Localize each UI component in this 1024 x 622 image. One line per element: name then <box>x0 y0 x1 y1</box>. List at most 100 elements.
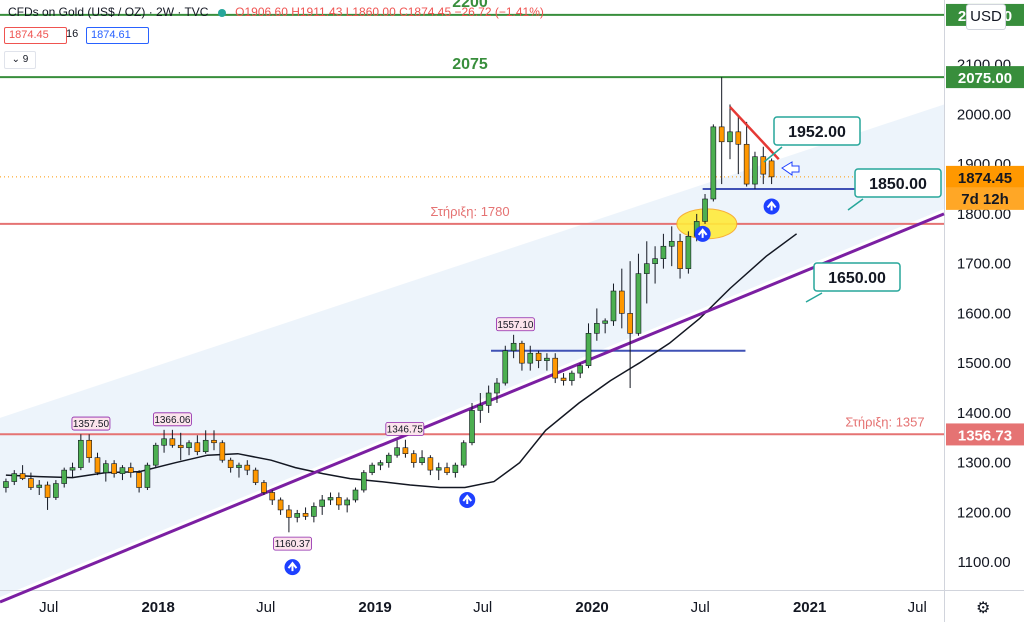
candle-body <box>560 377 567 381</box>
callout-box <box>813 262 901 292</box>
pivot-label-box <box>385 421 425 436</box>
candle <box>286 504 292 533</box>
countdown-bg <box>946 187 1024 210</box>
candle <box>743 121 750 187</box>
candle <box>53 480 59 500</box>
candle-body <box>302 513 309 517</box>
candle <box>3 478 9 493</box>
candle-body <box>194 442 201 453</box>
ask-price-button[interactable]: 1874.61 <box>86 27 149 44</box>
candle <box>136 470 142 493</box>
candle-body <box>460 442 467 466</box>
candle <box>735 116 742 175</box>
candle <box>377 460 384 471</box>
moving-average-line <box>5 233 798 489</box>
time-tick-label: 2018 <box>141 599 174 616</box>
price-axis-label: 1356.73 <box>946 423 1024 446</box>
candle <box>469 402 475 446</box>
price-tick-label: 1400.00 <box>957 405 1011 422</box>
pivot-label-text: 1557.10 <box>497 320 534 331</box>
candle <box>685 231 692 274</box>
candle <box>485 385 492 413</box>
callout-text: 1650.00 <box>828 270 886 287</box>
price-callout: 1952.00 <box>763 116 861 163</box>
candle-body <box>552 357 559 379</box>
price-axis-label-bg <box>946 423 1024 446</box>
candle <box>69 462 76 478</box>
candle <box>269 490 276 505</box>
candle-body <box>569 372 575 381</box>
candle <box>702 194 708 224</box>
candle-body <box>227 459 234 468</box>
candle-body <box>202 439 209 453</box>
candle <box>652 246 658 284</box>
market-status-dot <box>217 8 226 17</box>
symbol-title: CFDs on Gold (US$ / OZ) · 2W · TVC <box>8 5 209 19</box>
candle <box>460 440 467 468</box>
candle <box>302 507 309 520</box>
candle-body <box>643 263 650 274</box>
candle-body <box>78 439 84 468</box>
price-axis-label: 1874.45 <box>946 165 1024 188</box>
candle <box>86 434 92 463</box>
candle <box>252 467 259 486</box>
up-arrow-icon <box>459 491 476 508</box>
candle-body <box>577 365 583 374</box>
candle-body <box>718 126 725 143</box>
candle-body <box>435 467 442 471</box>
candle <box>718 77 725 185</box>
candle <box>61 467 68 488</box>
candle <box>494 378 500 403</box>
candle <box>410 450 417 468</box>
currency-button[interactable]: USD <box>966 4 1006 30</box>
callout-box <box>773 116 861 146</box>
candle-body <box>702 198 708 222</box>
arrow-glyph <box>697 228 708 238</box>
candle-body <box>186 442 192 449</box>
candle-body <box>86 439 92 458</box>
bid-price-button[interactable]: 1874.45 <box>4 27 67 44</box>
candle-body <box>344 499 350 506</box>
candle <box>535 350 542 369</box>
candle <box>344 497 350 513</box>
candle-body <box>161 438 167 446</box>
candle-body <box>610 290 617 322</box>
candle <box>361 470 367 493</box>
candle <box>768 158 775 185</box>
indicator-collapse-button[interactable]: ⌄ 9 <box>4 51 36 69</box>
candle <box>569 370 575 386</box>
candle <box>186 440 192 456</box>
candle-body <box>394 447 400 456</box>
candle-body <box>219 442 226 461</box>
pivot-label-text: 1366.06 <box>154 415 191 426</box>
candle <box>327 492 334 505</box>
candle <box>594 308 600 341</box>
candle <box>585 323 592 369</box>
candle <box>202 430 209 454</box>
candle <box>752 151 758 190</box>
candle <box>402 439 409 458</box>
candle-body <box>594 323 600 334</box>
pivot-label-text: 1357.50 <box>73 419 110 430</box>
candle <box>28 472 34 491</box>
pivot-label: 1366.06 <box>152 412 192 427</box>
candle-body <box>319 499 325 507</box>
hand-cursor-icon <box>781 161 800 176</box>
candle <box>119 465 126 481</box>
candle-body <box>44 484 51 498</box>
up-arrow-icon <box>694 225 711 242</box>
candle-body <box>252 469 259 483</box>
candle-body <box>494 382 500 394</box>
candle-body <box>627 313 633 334</box>
callout-pointer <box>763 146 783 163</box>
price-tick-label: 1100.00 <box>957 554 1010 571</box>
candle-body <box>685 236 692 269</box>
time-tick-label: 2021 <box>793 599 826 616</box>
gear-icon[interactable]: ⚙ <box>976 600 991 617</box>
level-label: Στήριξη: 1780 <box>430 204 509 219</box>
candle <box>427 455 434 476</box>
candle <box>44 481 51 510</box>
level-label: 2075 <box>452 56 488 73</box>
price-callout: 1850.00 <box>847 168 942 211</box>
